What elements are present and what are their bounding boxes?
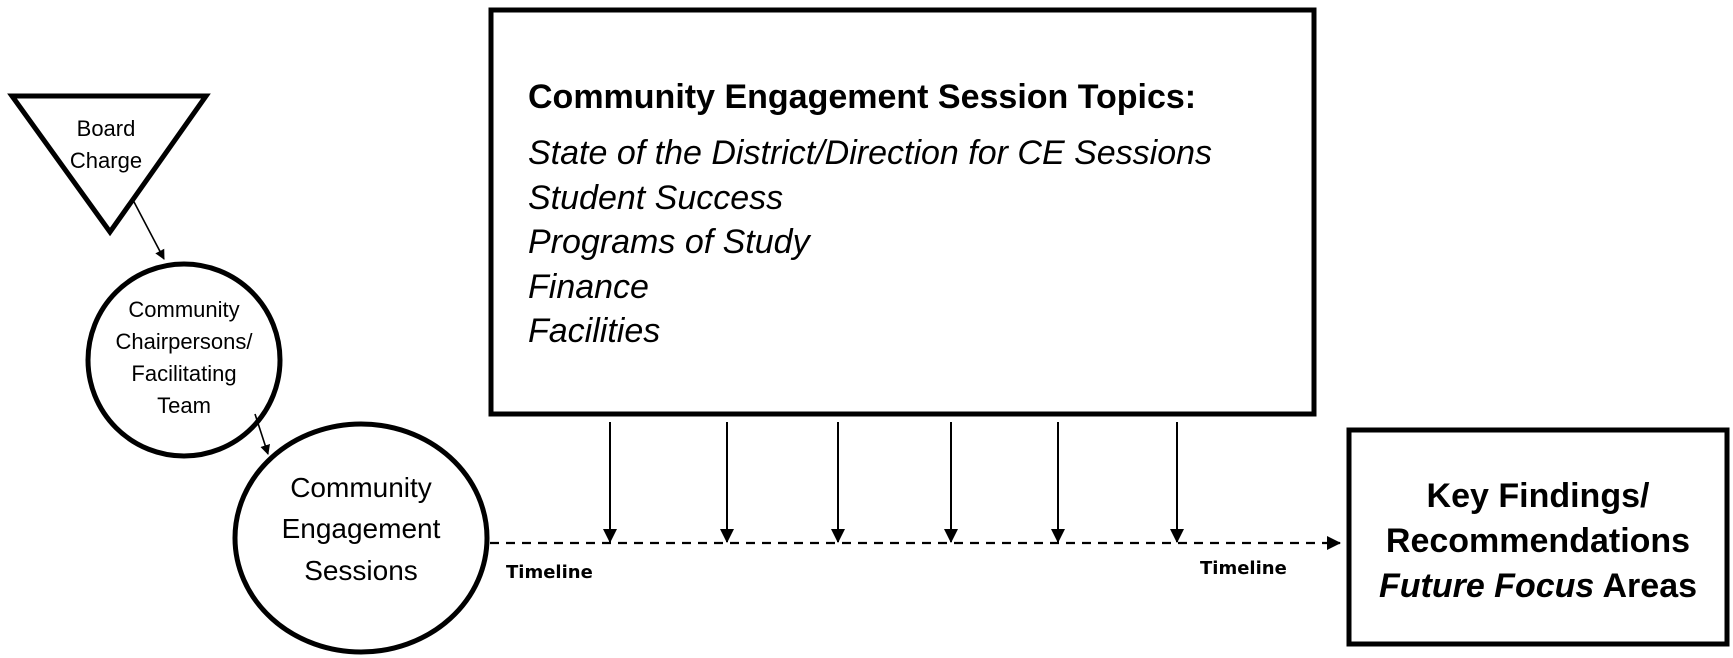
board-charge-node: Board Charge [12, 96, 206, 232]
sessions-node: Community Engagement Sessions [235, 424, 487, 652]
sessions-line-3: Sessions [304, 555, 418, 586]
board-charge-line-1: Board [77, 116, 136, 141]
arrow-board-to-chairpersons [133, 200, 164, 259]
board-charge-line-2: Charge [70, 148, 142, 173]
sessions-line-1: Community [290, 472, 432, 503]
timeline-label-right: Timeline [1200, 558, 1287, 579]
topic-item: Student Success [528, 179, 783, 217]
chairpersons-circle [88, 264, 280, 456]
topics-box: Community Engagement Session Topics: Sta… [491, 10, 1314, 414]
results-line-1: Key Findings/ [1427, 477, 1650, 515]
results-line-3-rest: Areas [1594, 567, 1697, 605]
results-line-3: Future Focus Areas [1379, 567, 1697, 605]
sessions-line-2: Engagement [282, 513, 441, 544]
results-line-2: Recommendations [1386, 522, 1690, 560]
chairpersons-line-4: Team [157, 393, 211, 418]
topic-item: State of the District/Direction for CE S… [528, 134, 1212, 172]
topic-arrows [610, 422, 1177, 542]
timeline-label-left: Timeline [506, 562, 593, 583]
chairpersons-line-2: Chairpersons/ [116, 329, 254, 354]
results-box: Key Findings/ Recommendations Future Foc… [1349, 430, 1727, 644]
chairpersons-line-3: Facilitating [131, 361, 236, 386]
topic-item: Facilities [528, 312, 660, 350]
topic-item: Programs of Study [528, 223, 812, 261]
topics-box-title: Community Engagement Session Topics: [528, 78, 1196, 116]
chairpersons-node: Community Chairpersons/ Facilitating Tea… [88, 264, 280, 456]
chairpersons-line-1: Community [128, 297, 239, 322]
results-line-3-italic: Future Focus [1379, 567, 1594, 605]
topic-item: Finance [528, 268, 649, 306]
